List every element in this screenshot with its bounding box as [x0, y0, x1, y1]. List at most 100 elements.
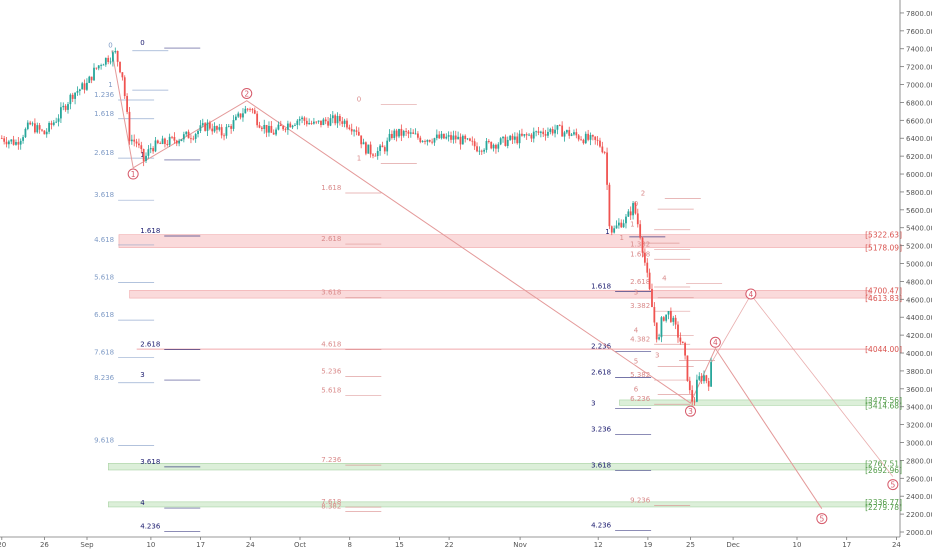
candle-body	[22, 137, 24, 141]
candle-body	[336, 115, 339, 124]
candle-body	[535, 131, 538, 133]
candle-body	[589, 135, 592, 140]
candle-body	[130, 139, 133, 142]
wave-marker-label: 1	[131, 170, 136, 179]
y-tick-label: 5600.00	[906, 207, 932, 215]
candle-body	[703, 375, 705, 382]
fib-label: 2.236	[591, 342, 612, 350]
x-tick-label: 17	[842, 541, 851, 549]
y-tick-label: 4600.00	[906, 296, 932, 304]
candle-body	[104, 57, 107, 65]
candle-body	[260, 127, 263, 129]
fib-label: 6	[634, 385, 639, 393]
candle-body	[402, 130, 405, 136]
candle-body	[294, 124, 296, 126]
wave-marker[interactable]	[685, 405, 696, 417]
candle-body	[561, 125, 564, 137]
fib-label: 1.618	[140, 227, 160, 235]
x-tick-label: Nov	[513, 541, 527, 549]
candle-body	[100, 65, 103, 66]
candle-body	[710, 362, 712, 387]
wave-marker[interactable]	[816, 513, 828, 525]
wave-marker[interactable]	[127, 168, 139, 180]
fib-label: 3.618	[591, 461, 611, 469]
candle-body	[223, 135, 225, 137]
candle-body	[256, 113, 259, 126]
candle-body	[653, 307, 656, 323]
wave-marker[interactable]	[709, 336, 721, 348]
candle-body	[102, 64, 105, 66]
fib-label: 1.236	[94, 91, 115, 99]
candle-body	[265, 124, 268, 133]
candle-body	[197, 130, 199, 135]
y-tick-label: 5800.00	[906, 189, 932, 197]
candle-body	[603, 152, 606, 154]
candle-body	[282, 126, 285, 130]
candle-body	[90, 76, 93, 81]
fib-label: 3	[655, 351, 659, 359]
candle-body	[279, 124, 282, 127]
candle-body	[284, 129, 287, 131]
resistance-zone	[118, 234, 871, 248]
candle-body	[234, 116, 237, 121]
y-tick-label: 6400.00	[906, 135, 932, 143]
candle-body	[78, 89, 81, 92]
candle-body	[539, 131, 542, 133]
wave-marker-label: 4	[748, 290, 753, 299]
candle-body	[253, 110, 256, 114]
candle-body	[499, 138, 502, 145]
candle-body	[696, 379, 698, 402]
candle-body	[636, 213, 639, 225]
candle-body	[629, 211, 632, 216]
fib-label: 4.618	[321, 341, 341, 349]
candle-body	[0, 138, 3, 140]
candle-body	[424, 141, 426, 142]
fib-label: 3.618	[140, 458, 160, 466]
candle-body	[681, 341, 684, 344]
candle-body	[71, 94, 74, 99]
price-level-label: [4044.00]	[865, 345, 902, 354]
wave-marker-label: 5	[890, 480, 895, 489]
fib-label: 9.618	[94, 436, 114, 444]
fib-label: 3	[634, 289, 638, 297]
wave-marker[interactable]	[241, 87, 253, 99]
candle-body	[220, 127, 223, 136]
candle-body	[570, 134, 573, 136]
candle-body	[17, 142, 20, 145]
candle-body	[55, 121, 58, 123]
candle-body	[218, 127, 221, 130]
candle-body	[308, 123, 311, 125]
candle-body	[497, 144, 500, 149]
wave-marker-label: 3	[688, 407, 693, 416]
candle-body	[329, 118, 332, 126]
candle-body	[641, 237, 644, 253]
candle-body	[357, 131, 360, 136]
candle-body	[324, 119, 327, 122]
candle-body	[19, 140, 22, 145]
candle-body	[632, 203, 634, 216]
candle-body	[386, 140, 389, 152]
candle-body	[107, 57, 110, 62]
y-tick-label: 2800.00	[906, 457, 932, 465]
y-tick-label: 7800.00	[906, 10, 932, 18]
candle-body	[554, 129, 556, 134]
candle-body	[244, 108, 247, 114]
candle-body	[457, 136, 460, 140]
fib-label: 3	[140, 371, 144, 379]
candle-body	[350, 128, 353, 132]
candle-body	[620, 222, 623, 228]
candle-body	[258, 125, 261, 128]
wave-marker[interactable]	[745, 288, 757, 300]
x-tick-label: 10	[146, 541, 155, 549]
candle-body	[69, 94, 72, 105]
candle-body	[95, 67, 98, 69]
candle-body	[175, 140, 178, 144]
candle-body	[622, 223, 625, 228]
candle-body	[142, 149, 145, 161]
candle-body	[646, 262, 649, 273]
fib-label: 7.618	[321, 498, 341, 506]
fib-label: 2	[641, 189, 645, 197]
wave-marker[interactable]	[887, 479, 899, 491]
